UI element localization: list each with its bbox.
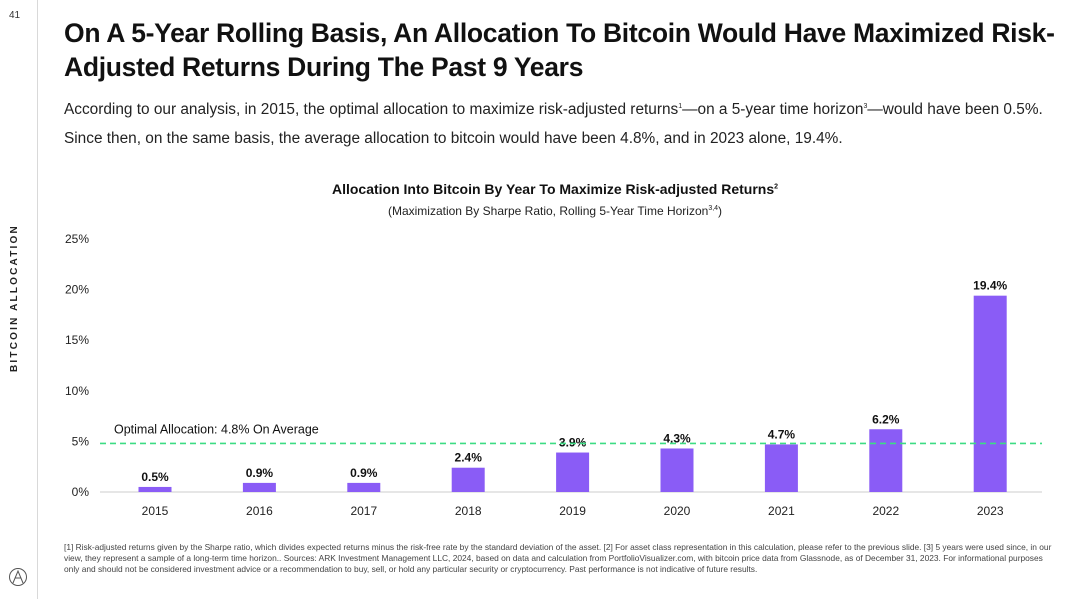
subtitle-superscript-1: 1 [678, 102, 683, 110]
chart-title: Allocation Into Bitcoin By Year To Maxim… [0, 181, 1080, 197]
bar-2017 [347, 482, 381, 492]
chart-title-superscript: 2 [774, 183, 779, 191]
x-tick-label: 2021 [768, 504, 795, 518]
y-tick-label: 25% [65, 232, 89, 246]
chart-subtitle-superscript: 3,4 [708, 205, 719, 212]
data-label-2015: 0.5% [141, 470, 169, 484]
bar-2021 [764, 444, 798, 492]
page-subtitle: According to our analysis, in 2015, the … [64, 95, 1069, 153]
y-tick-label: 10% [65, 384, 89, 398]
subtitle-part-3: —would have been 0.5%. Since then, on th… [64, 101, 1043, 147]
bar-2015 [138, 486, 172, 492]
page-number: 41 [9, 10, 21, 21]
x-tick-label: 2020 [664, 504, 691, 518]
chart-subtitle: (Maximization By Sharpe Ratio, Rolling 5… [0, 204, 1080, 218]
y-tick-label: 15% [65, 333, 89, 347]
data-label-2018: 2.4% [455, 451, 483, 465]
subtitle-part-1: According to our analysis, in 2015, the … [64, 101, 679, 118]
y-tick-label: 5% [72, 434, 90, 448]
x-tick-label: 2017 [350, 504, 377, 518]
chart-subtitle-end: ) [718, 204, 723, 218]
ark-logo-icon [9, 568, 27, 586]
chart-subtitle-text: (Maximization By Sharpe Ratio, Rolling 5… [387, 204, 709, 218]
sidebar: 41 BITCOIN ALLOCATION [0, 0, 38, 599]
data-label-2017: 0.9% [350, 466, 378, 480]
footnote: [1] Risk-adjusted returns given by the S… [64, 542, 1052, 574]
bar-2016 [242, 482, 276, 492]
bar-2018 [451, 467, 485, 492]
bar-2022 [869, 429, 903, 492]
data-label-2019: 3.9% [559, 436, 587, 450]
data-label-2020: 4.3% [663, 431, 691, 445]
reference-line-label: Optimal Allocation: 4.8% On Average [114, 422, 319, 436]
x-tick-label: 2023 [977, 504, 1004, 518]
y-tick-label: 20% [65, 283, 89, 297]
page-title: On A 5-Year Rolling Basis, An Allocation… [64, 18, 1055, 82]
y-tick-label: 0% [72, 485, 90, 499]
x-tick-label: 2015 [142, 504, 169, 518]
bar-2019 [556, 452, 590, 492]
x-tick-label: 2016 [246, 504, 273, 518]
bar-2023 [973, 295, 1007, 492]
x-tick-label: 2018 [455, 504, 482, 518]
chart-title-text: Allocation Into Bitcoin By Year To Maxim… [331, 181, 775, 197]
bar-2020 [660, 448, 694, 492]
x-tick-label: 2019 [559, 504, 586, 518]
data-label-2023: 19.4% [973, 279, 1007, 293]
data-label-2016: 0.9% [246, 466, 274, 480]
data-label-2022: 6.2% [872, 412, 900, 426]
subtitle-part-2: —on a 5-year time horizon [682, 101, 864, 118]
x-tick-label: 2022 [872, 504, 899, 518]
data-label-2021: 4.7% [768, 427, 796, 441]
subtitle-superscript-2: 3 [863, 102, 868, 110]
